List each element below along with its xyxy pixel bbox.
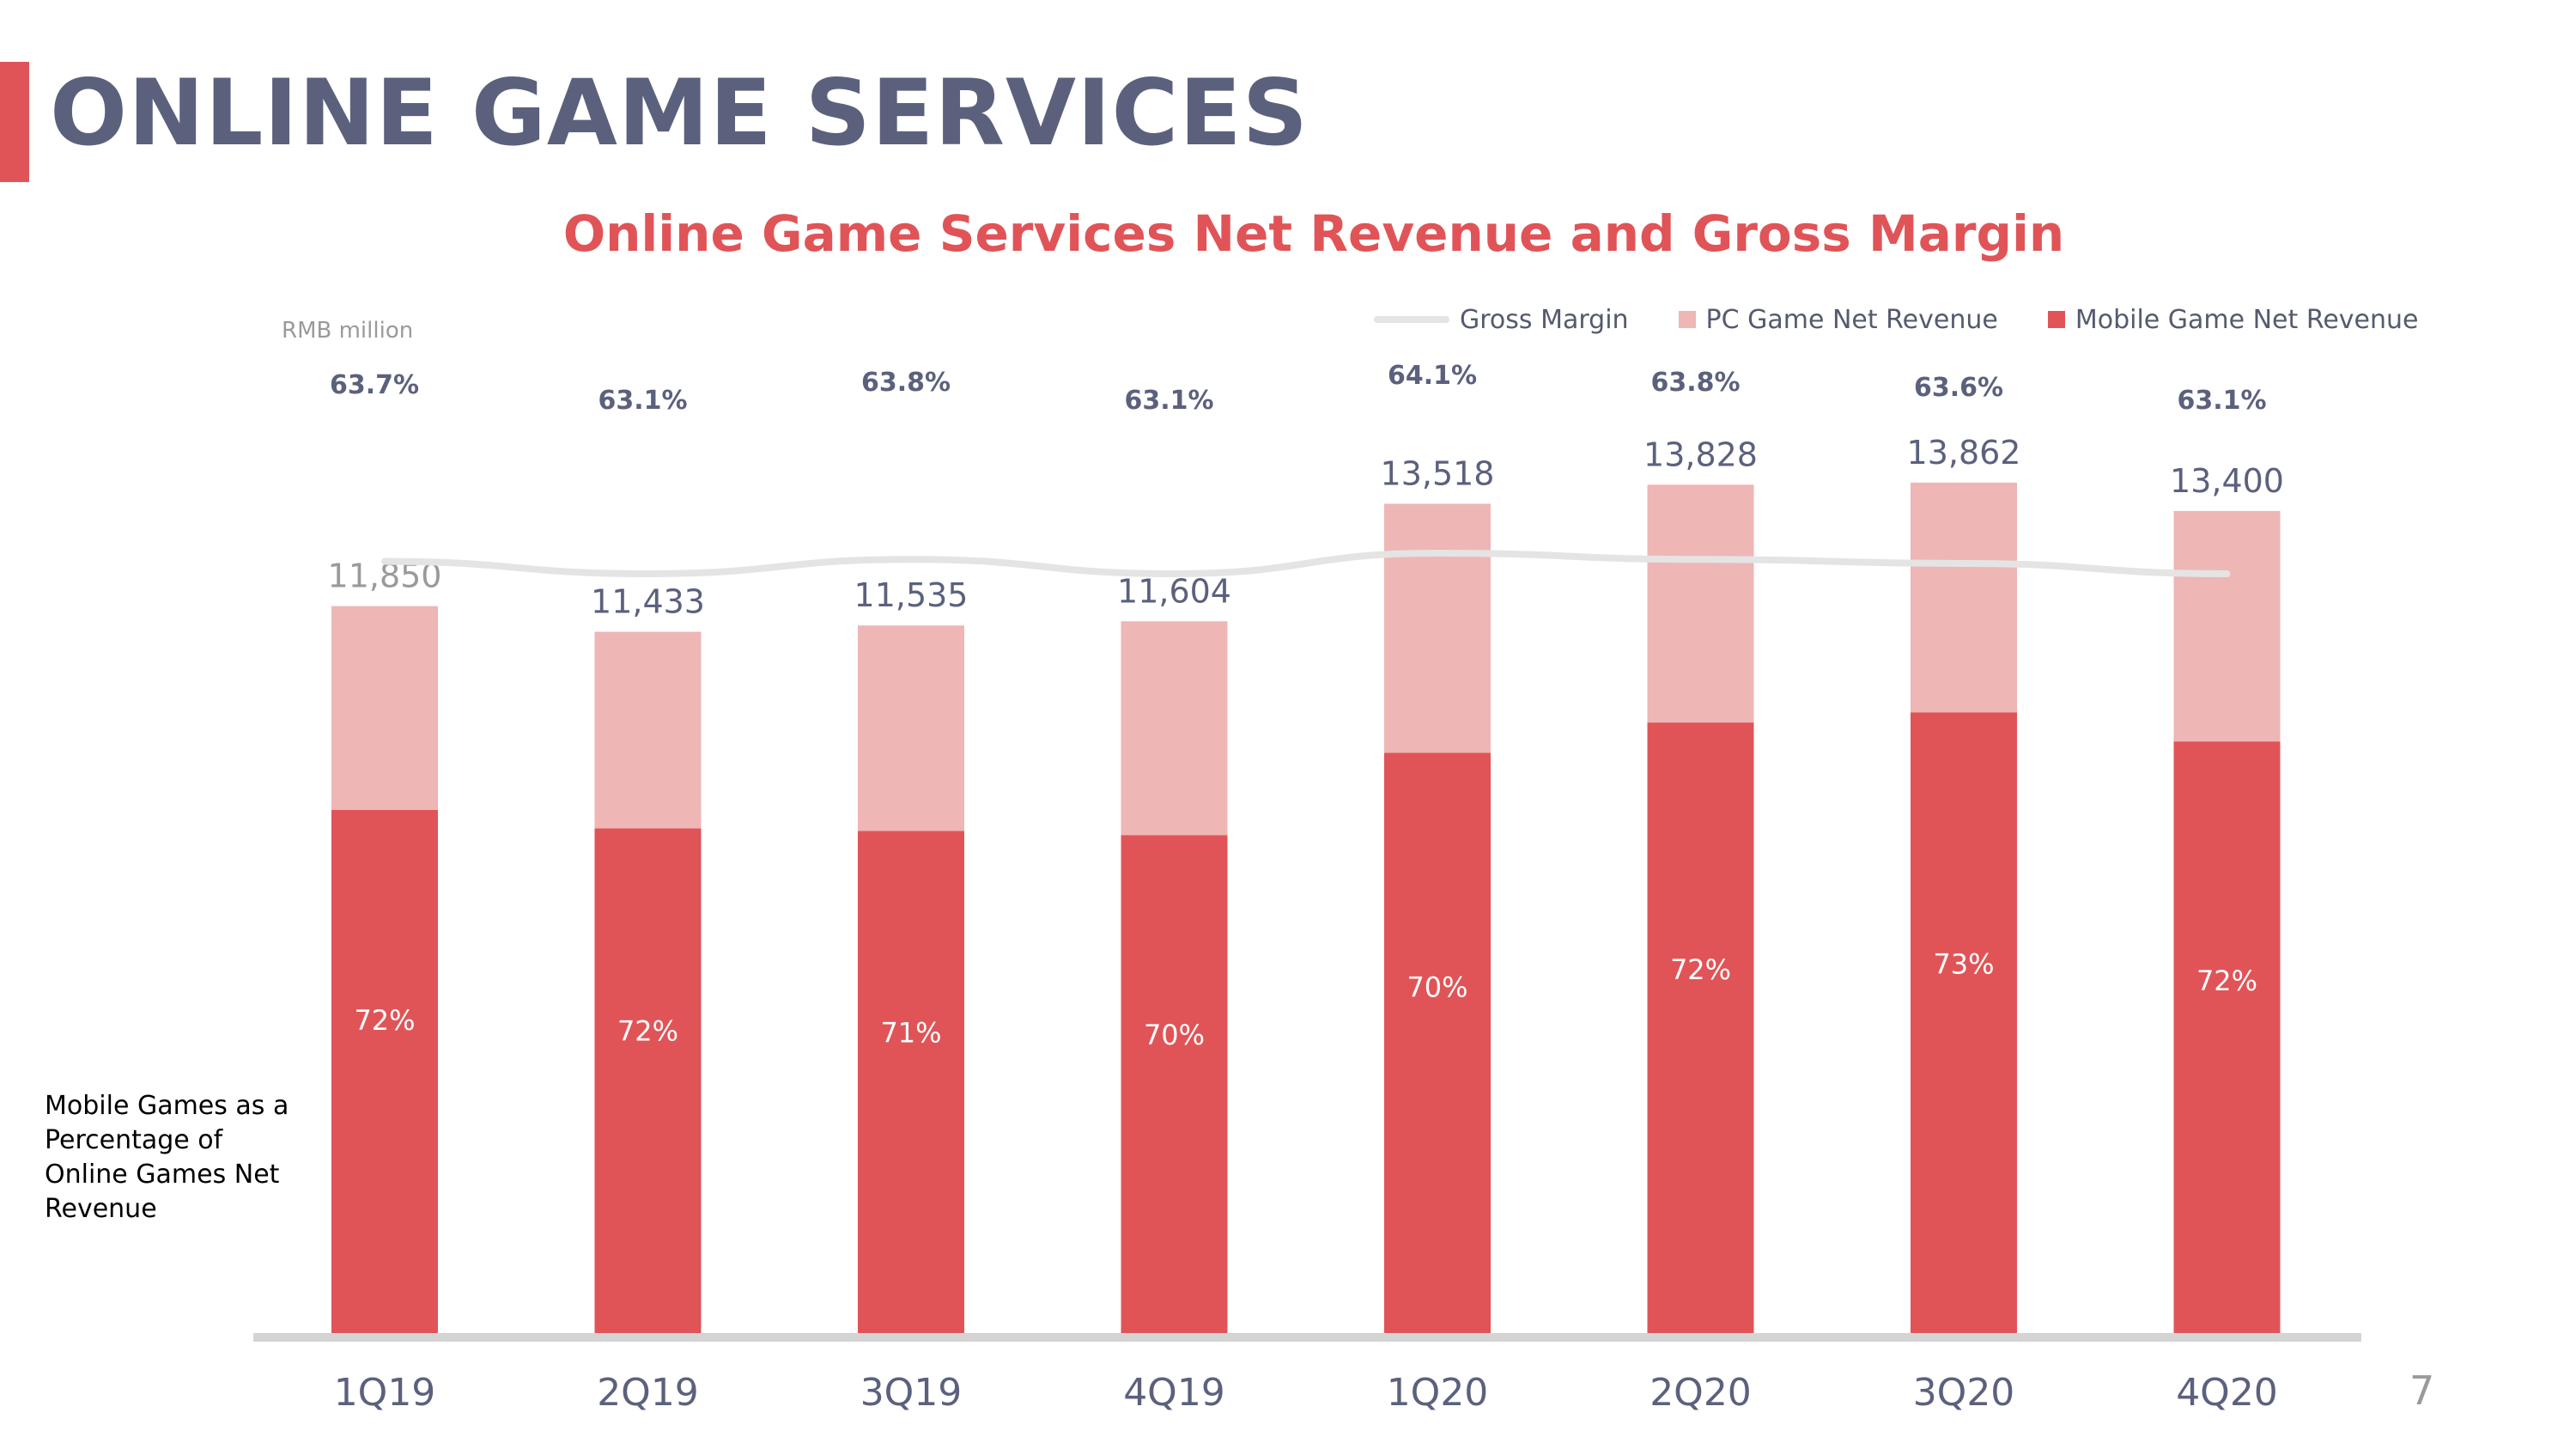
mobile-share-label-2Q19: 72% bbox=[617, 1015, 678, 1048]
bar-mobile-2Q19 bbox=[595, 828, 702, 1334]
mobile-share-label-4Q19: 70% bbox=[1144, 1019, 1205, 1051]
bar-pc-3Q20 bbox=[1911, 483, 2017, 713]
total-label-2Q20: 13,828 bbox=[1643, 435, 1758, 473]
bar-mobile-3Q19 bbox=[858, 831, 964, 1334]
x-tick-label-1Q20: 1Q20 bbox=[1387, 1371, 1489, 1415]
revenue-chart: 72%11,8501Q1972%11,4332Q1971%11,5353Q197… bbox=[0, 0, 2576, 1449]
gross-margin-label-4Q19: 63.1% bbox=[1124, 386, 1213, 416]
bar-mobile-1Q19 bbox=[331, 810, 438, 1334]
bar-pc-2Q20 bbox=[1648, 484, 1754, 722]
x-tick-label-2Q19: 2Q19 bbox=[597, 1371, 699, 1415]
mobile-share-label-1Q20: 70% bbox=[1406, 971, 1467, 1004]
bar-pc-2Q19 bbox=[595, 632, 702, 829]
gross-margin-label-1Q19: 63.7% bbox=[330, 370, 419, 400]
bar-mobile-4Q19 bbox=[1121, 835, 1228, 1334]
total-label-1Q20: 13,518 bbox=[1381, 454, 1495, 492]
gross-margin-label-3Q19: 63.8% bbox=[861, 368, 951, 398]
x-tick-label-4Q19: 4Q19 bbox=[1123, 1371, 1225, 1415]
total-label-4Q19: 11,604 bbox=[1117, 572, 1231, 610]
bar-mobile-2Q20 bbox=[1648, 722, 1754, 1334]
x-tick-label-3Q19: 3Q19 bbox=[860, 1371, 963, 1415]
bar-pc-4Q20 bbox=[2174, 511, 2281, 741]
mobile-share-label-1Q19: 72% bbox=[354, 1004, 415, 1037]
total-label-2Q19: 11,433 bbox=[591, 583, 705, 621]
bar-mobile-1Q20 bbox=[1384, 752, 1491, 1334]
total-label-3Q19: 11,535 bbox=[854, 576, 969, 614]
mobile-share-label-3Q20: 73% bbox=[1933, 947, 1994, 980]
bar-mobile-4Q20 bbox=[2174, 741, 2281, 1334]
mobile-share-label-3Q19: 71% bbox=[880, 1016, 941, 1049]
side-note: Mobile Games as a Percentage of Online G… bbox=[45, 1089, 302, 1227]
bar-pc-1Q20 bbox=[1384, 503, 1491, 752]
page-number: 7 bbox=[2409, 1367, 2434, 1414]
total-label-4Q20: 13,400 bbox=[2170, 462, 2284, 500]
mobile-share-label-2Q20: 72% bbox=[1670, 953, 1731, 986]
bar-pc-3Q19 bbox=[858, 625, 964, 831]
bar-mobile-3Q20 bbox=[1911, 712, 2017, 1334]
gross-margin-label-1Q20: 64.1% bbox=[1388, 361, 1477, 391]
gross-margin-label-2Q19: 63.1% bbox=[598, 386, 687, 416]
x-tick-label-3Q20: 3Q20 bbox=[1913, 1371, 2015, 1415]
mobile-share-label-4Q20: 72% bbox=[2196, 965, 2257, 997]
gross-margin-label-4Q20: 63.1% bbox=[2177, 386, 2266, 416]
x-tick-label-1Q19: 1Q19 bbox=[334, 1371, 436, 1415]
bar-pc-1Q19 bbox=[331, 606, 438, 810]
total-label-3Q20: 13,862 bbox=[1907, 434, 2021, 472]
gross-margin-label-3Q20: 63.6% bbox=[1914, 373, 2003, 403]
gross-margin-label-2Q20: 63.8% bbox=[1650, 368, 1740, 398]
x-tick-label-4Q20: 4Q20 bbox=[2176, 1371, 2278, 1415]
bar-pc-4Q19 bbox=[1121, 621, 1228, 835]
x-tick-label-2Q20: 2Q20 bbox=[1649, 1371, 1752, 1415]
